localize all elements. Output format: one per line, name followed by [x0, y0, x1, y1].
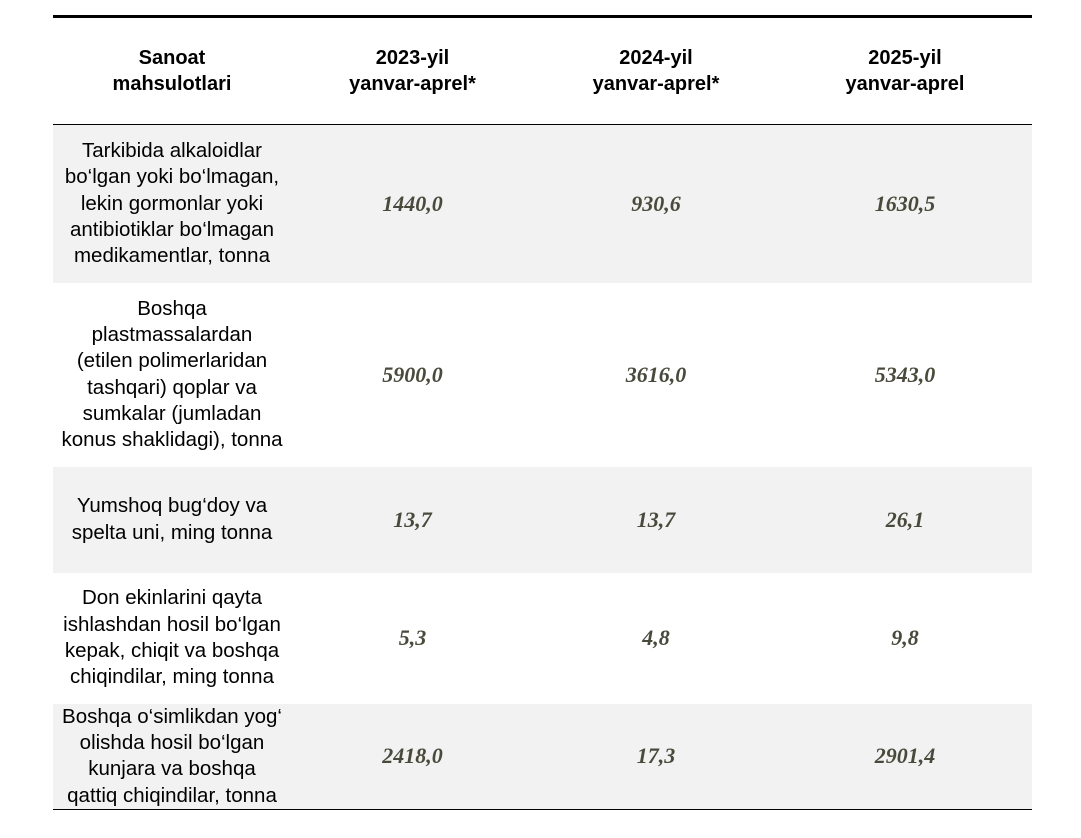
table-row: Yumshoq bug‘doy va spelta uni, ming tonna…: [53, 466, 1032, 573]
product-name: Don ekinlarini qayta ishlashdan hosil bo‘…: [63, 586, 281, 689]
table-row: Tarkibida alkaloidlar bo‘lgan yoki bo‘lma…: [53, 124, 1032, 283]
value-2025: 2901,4: [778, 703, 1032, 810]
industrial-products-table: Sanoat mahsulotlari 2023-yil yanvar-aprel*…: [53, 15, 1032, 810]
product-name: Boshqa plastmassalardan (etilen polimerlar…: [61, 296, 283, 452]
value-2023: 5900,0: [382, 361, 443, 387]
header-2025: 2025-yil yanvar-aprel: [845, 47, 965, 95]
value-2025: 5343,0: [874, 361, 936, 387]
value-2024: 4,8: [642, 625, 670, 650]
value-2024: 930,6: [534, 124, 778, 283]
value-2023: 2418,0: [291, 703, 534, 810]
header-2024: 2024-yil yanvar-aprel*: [592, 47, 720, 95]
data-table-container: Sanoat mahsulotlari 2023-yil yanvar-aprel*…: [53, 15, 1032, 810]
product-name: Tarkibida alkaloidlar bo‘lgan yoki bo‘lma…: [53, 124, 291, 283]
table-row: Don ekinlarini qayta ishlashdan hosil bo‘…: [53, 573, 1032, 704]
table-header-row: Sanoat mahsulotlari 2023-yil yanvar-aprel*…: [53, 16, 1032, 125]
value-2024: 3616,0: [625, 361, 687, 387]
value-2025: 9,8: [891, 625, 919, 650]
value-2024: 13,7: [534, 466, 778, 573]
table-row: Boshqa o‘simlikdan yog‘ olishda hosil bo‘…: [53, 703, 1032, 810]
value-2023: 1440,0: [291, 124, 534, 283]
product-name: Boshqa o‘simlikdan yog‘ olishda hosil bo‘…: [53, 703, 291, 810]
value-2023: 5,3: [398, 625, 427, 650]
header-products: Sanoat mahsulotlari: [112, 47, 232, 95]
value-2025: 26,1: [778, 466, 1032, 573]
value-2025: 1630,5: [778, 124, 1032, 283]
header-2023: 2023-yil yanvar-aprel*: [349, 47, 476, 95]
product-name: Yumshoq bug‘doy va spelta uni, ming tonna: [53, 466, 291, 573]
value-2024: 17,3: [534, 703, 778, 810]
value-2023: 13,7: [291, 466, 534, 573]
table-row: Boshqa plastmassalardan (etilen polimerlar…: [53, 283, 1032, 467]
